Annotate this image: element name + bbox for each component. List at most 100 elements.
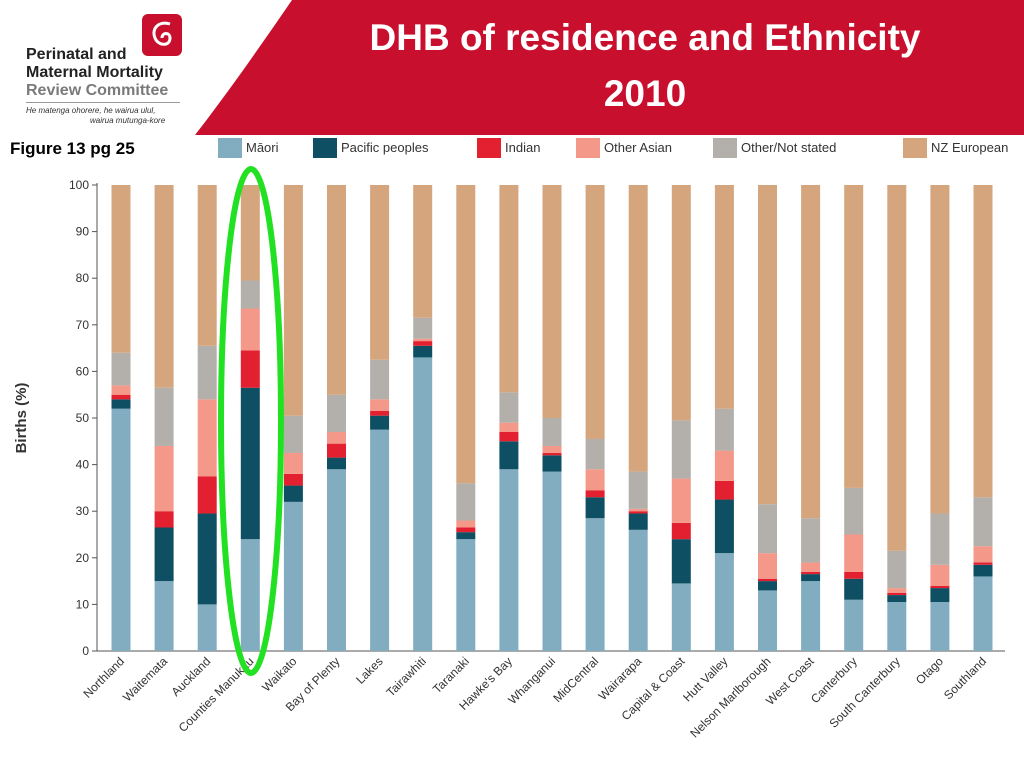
bar-segment-m-ori — [973, 576, 993, 651]
bar-group-whanganui — [542, 185, 562, 651]
bar-segment-other-asian — [283, 452, 303, 474]
bar-segment-nz-european — [973, 185, 993, 498]
legend-label-indian: Indian — [505, 140, 540, 155]
bar-segment-other-asian — [327, 431, 346, 444]
bar-segment-other-asian — [801, 562, 821, 572]
bar-segment-indian — [111, 394, 131, 400]
bar-segment-indian — [801, 571, 821, 575]
bar-group-counties-manukau — [240, 185, 260, 651]
x-tick-label: Waitemata — [120, 654, 170, 704]
bar-segment-pacific-peoples — [887, 595, 907, 603]
bar-segment-other-not-stated — [887, 550, 907, 589]
bar-segment-pacific-peoples — [413, 345, 433, 358]
bar-segment-nz-european — [197, 185, 217, 346]
y-tick-label: 50 — [76, 411, 90, 425]
y-tick-label: 100 — [69, 178, 89, 192]
bar-segment-other-asian — [973, 546, 993, 563]
bar-group-west-coast — [801, 185, 821, 651]
bar-segment-pacific-peoples — [240, 387, 260, 540]
x-tick-label: Taranaki — [430, 654, 472, 696]
x-tick-label: Lakes — [353, 654, 386, 687]
bar-segment-other-not-stated — [714, 408, 734, 451]
bar-segment-other-asian — [844, 534, 864, 572]
bar-group-taranaki — [456, 185, 476, 651]
y-axis-label: Births (%) — [13, 383, 30, 454]
y-tick-label: 60 — [76, 364, 90, 378]
y-tick-label: 30 — [76, 504, 90, 518]
title-banner-shape — [195, 0, 1024, 135]
bar-segment-pacific-peoples — [154, 527, 174, 582]
bar-segment-m-ori — [844, 599, 864, 651]
highlight-ellipse — [218, 166, 284, 676]
bar-segment-indian — [973, 562, 993, 565]
legend-swatch-m-ori — [218, 138, 242, 158]
bar-segment-other-asian — [585, 469, 605, 491]
bar-segment-m-ori — [542, 471, 562, 651]
bar-segment-other-asian — [499, 422, 519, 432]
x-tick-label: Nelson Marlborough — [687, 654, 773, 740]
bar-segment-indian — [628, 511, 648, 514]
bar-segment-m-ori — [456, 539, 476, 651]
y-tick-label: 40 — [76, 458, 90, 472]
bar-group-wairarapa — [628, 185, 648, 651]
bar-segment-nz-european — [801, 185, 821, 519]
bar-segment-nz-european — [844, 185, 864, 488]
bar-group-auckland — [197, 185, 217, 651]
bar-segment-m-ori — [714, 553, 734, 651]
bar-group-southland — [973, 185, 993, 651]
logo-emblem-icon — [142, 14, 182, 56]
logo-divider — [26, 102, 180, 103]
bar-segment-other-asian — [930, 564, 950, 586]
bar-segment-m-ori — [499, 469, 519, 651]
bar-segment-pacific-peoples — [111, 399, 131, 409]
bar-group-nelson-marlborough — [758, 185, 777, 651]
bar-segment-other-not-stated — [154, 387, 174, 446]
bar-segment-other-asian — [154, 445, 174, 512]
bar-segment-other-not-stated — [111, 352, 131, 386]
bar-segment-indian — [671, 522, 691, 540]
bar-group-northland — [111, 185, 131, 651]
bar-segment-other-not-stated — [499, 392, 519, 423]
bar-segment-nz-european — [327, 185, 346, 395]
legend-label-nz-european: NZ European — [931, 140, 1008, 155]
bar-segment-nz-european — [758, 185, 777, 505]
bar-segment-pacific-peoples — [370, 415, 390, 430]
bar-segment-m-ori — [887, 602, 907, 651]
bar-segment-other-not-stated — [283, 415, 303, 453]
bar-segment-other-not-stated — [628, 471, 648, 509]
bar-segment-pacific-peoples — [197, 513, 217, 605]
legend-swatch-pacific-peoples — [313, 138, 337, 158]
bar-segment-nz-european — [887, 185, 907, 551]
bar-segment-indian — [327, 443, 346, 458]
bar-segment-other-not-stated — [456, 483, 476, 521]
bar-segment-nz-european — [542, 185, 562, 418]
bar-segment-nz-european — [585, 185, 605, 439]
bar-segment-other-not-stated — [758, 504, 777, 554]
bar-segment-nz-european — [499, 185, 519, 393]
bar-segment-nz-european — [370, 185, 390, 360]
bar-segment-indian — [370, 411, 390, 416]
slide-title-line2: 2010 — [603, 73, 687, 114]
y-tick-label: 90 — [76, 225, 90, 239]
bar-segment-m-ori — [370, 429, 390, 651]
legend-swatch-nz-european — [903, 138, 927, 158]
bar-segment-nz-european — [240, 185, 260, 281]
bar-segment-other-not-stated — [844, 487, 864, 535]
bar-segment-m-ori — [585, 518, 605, 651]
bar-group-hutt-valley — [714, 185, 734, 651]
bar-segment-other-not-stated — [370, 359, 390, 400]
legend: Māori Pacific peoples Indian Other Asian Oth… — [218, 138, 1008, 158]
bar-segment-m-ori — [413, 357, 433, 651]
bar-segment-pacific-peoples — [542, 455, 562, 472]
bar-segment-indian — [499, 431, 519, 442]
x-tick-label: Whanganui — [505, 654, 558, 707]
bar-segment-m-ori — [671, 583, 691, 651]
bar-segment-indian — [887, 592, 907, 596]
bar-segment-m-ori — [930, 602, 950, 651]
bar-segment-m-ori — [111, 408, 131, 651]
legend-swatch-indian — [477, 138, 501, 158]
bar-segment-pacific-peoples — [973, 564, 993, 577]
bar-segment-pacific-peoples — [499, 441, 519, 470]
bar-segment-other-not-stated — [930, 513, 950, 565]
